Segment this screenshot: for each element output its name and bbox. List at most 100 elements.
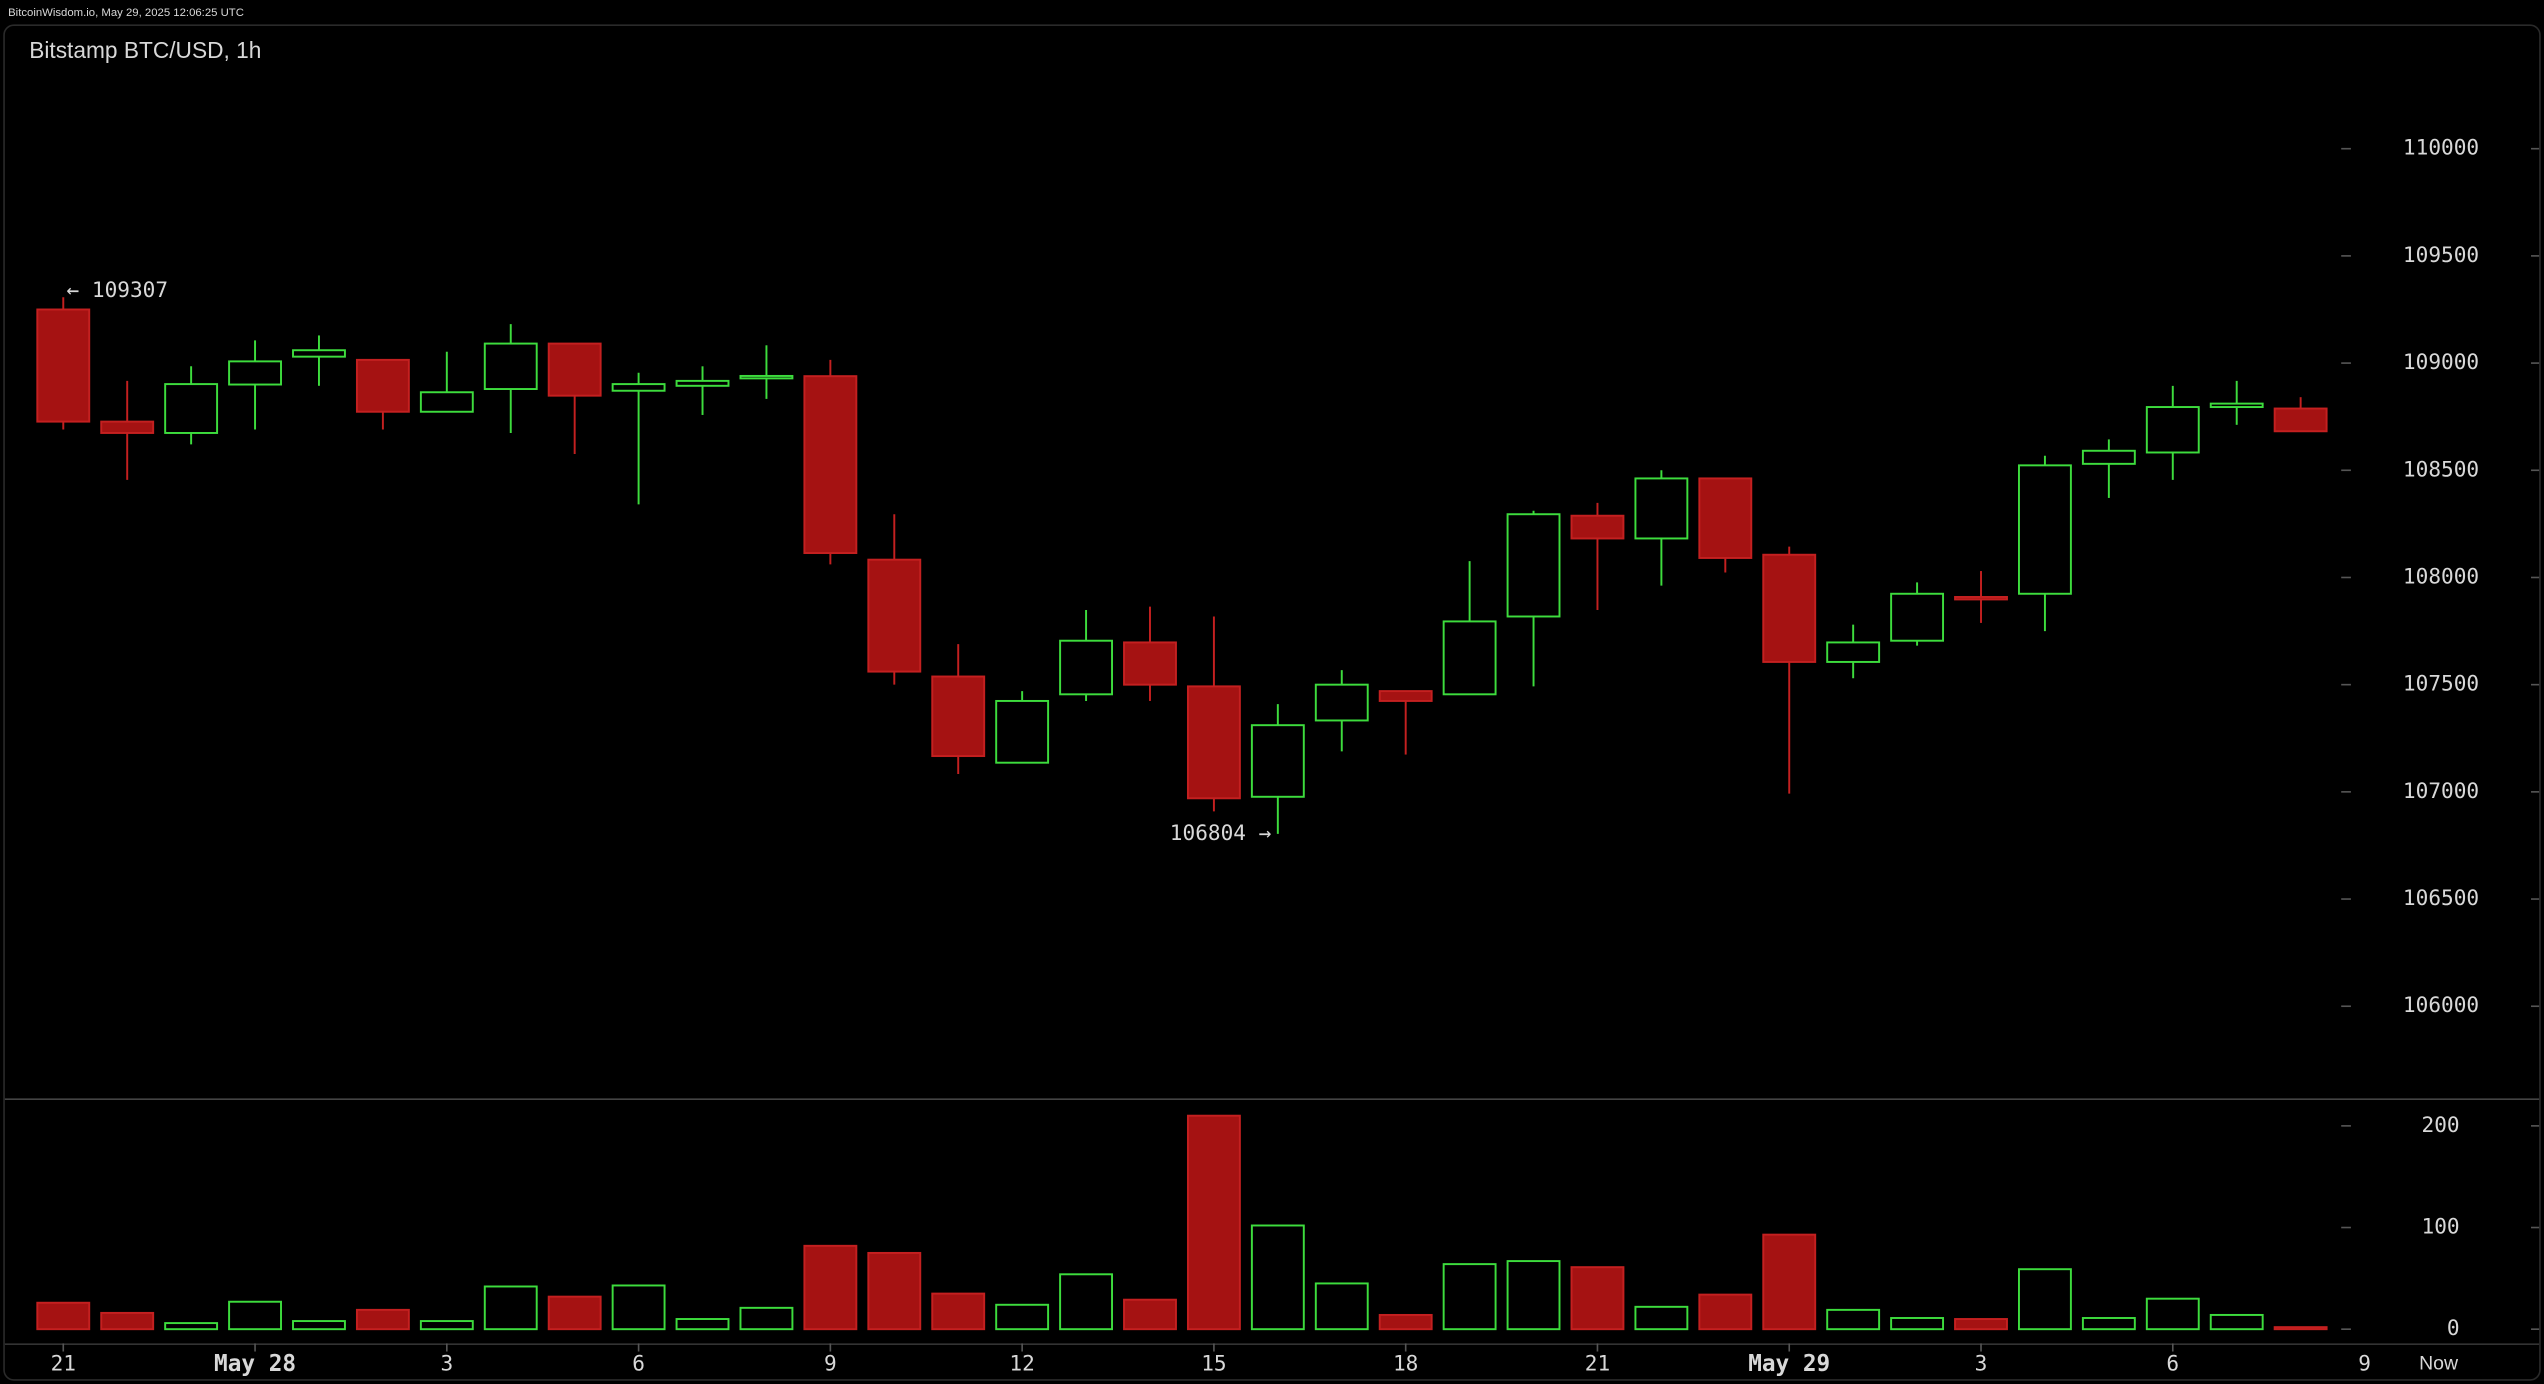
candle-body [355,358,410,413]
y-tick-label: 107500 [2403,671,2479,696]
volume-bar [1250,1224,1305,1331]
candle-body [931,675,986,758]
y-tick-label: 108000 [2403,563,2479,588]
candle-body [1123,641,1177,686]
y-tick-label: 107000 [2403,778,2479,803]
candle-body [2209,402,2264,409]
candle-body [1954,596,2008,601]
volume-bar [2018,1268,2072,1331]
volume-bar [1378,1313,1433,1331]
x-tick-label: 12 [1009,1351,1034,1376]
volume-bar [867,1251,922,1331]
candle-body [2273,407,2328,433]
candle-body [164,383,219,434]
y2-tick-label: 200 [2422,1112,2460,1137]
now-label: Now [2419,1353,2459,1375]
volume-bar [164,1322,219,1331]
y-tick-label: 106000 [2403,992,2479,1017]
candle-body [2018,464,2072,595]
chart-title: Bitstamp BTC/USD, 1h [29,37,261,63]
source-label: BitcoinWisdom.io, May 29, 2025 12:06:25 … [8,7,244,19]
volume-bar [1890,1317,1945,1331]
volume-bar [2209,1313,2264,1331]
volume-bar [611,1284,666,1331]
candle-body [1762,553,1817,663]
x-tick-label: 9 [2358,1351,2371,1376]
x-tick-label: May 29 [1748,1351,1830,1377]
candle-body [675,379,730,387]
candle-body [867,558,922,673]
y2-tick-label: 100 [2422,1214,2460,1239]
volume-bar [100,1311,155,1331]
volume-bar [1634,1305,1689,1331]
volume-bar [292,1320,346,1331]
volume-bar [1762,1233,1817,1331]
volume-bar [1570,1266,1625,1331]
candle-body [100,420,155,434]
volume-bar [1954,1318,2008,1331]
y-tick-label: 109500 [2403,242,2479,267]
volume-bar [419,1320,474,1331]
candle-body [36,308,91,423]
x-tick-label: 9 [824,1351,837,1376]
y-tick-label: 109000 [2403,349,2479,374]
volume-bar [36,1301,91,1331]
volume-bar [739,1306,794,1331]
volume-bar [1442,1263,1497,1331]
candle-body [1890,592,1945,642]
candle-body [1570,514,1625,540]
volume-bar [355,1308,410,1331]
x-tick-label: 15 [1201,1351,1226,1376]
volume-bar [1826,1308,1881,1331]
candle-body [1634,477,1689,540]
volume-bar [2273,1326,2328,1331]
y-tick-label: 106500 [2403,885,2479,910]
candle-body [419,391,474,413]
candle-body [1826,641,1881,663]
volume-bar [2081,1317,2136,1331]
x-tick-label: May 28 [214,1351,296,1377]
candle-body [803,375,858,555]
volume-bar [228,1300,282,1331]
x-tick-label: 6 [2166,1351,2179,1376]
chart-frame [3,24,2541,1381]
volume-bar [2145,1297,2200,1331]
candle-body [1378,690,1433,702]
x-tick-label: 3 [440,1351,453,1376]
y-tick-label: 110000 [2403,135,2479,160]
candle-body [1314,683,1369,722]
volume-bar [675,1318,730,1331]
volume-bar [1314,1282,1369,1331]
volume-bar [803,1244,858,1331]
x-tick-label: 6 [632,1351,645,1376]
candle-body [483,342,538,391]
volume-bar [547,1295,602,1331]
candle-body [292,349,346,358]
candle-body [1442,620,1497,696]
x-tick-label: 21 [1585,1351,1610,1376]
candle-body [1506,513,1561,618]
candle-body [547,342,602,397]
candle-body [611,383,666,392]
volume-bar [1698,1293,1753,1331]
volume-bar [1123,1298,1177,1331]
x-tick-label: 21 [51,1351,76,1376]
low-annotation: 106804 → [1170,820,1272,845]
volume-bar [1059,1273,1114,1331]
high-annotation: ← 109307 [67,277,169,302]
y-tick-label: 108500 [2403,456,2479,481]
volume-bar [1186,1114,1241,1331]
volume-bar [483,1285,538,1331]
y2-tick-label: 0 [2447,1315,2460,1340]
candle-body [1698,477,1753,559]
volume-bar [931,1292,986,1331]
candle-body [2081,449,2136,465]
x-tick-label: 18 [1393,1351,1418,1376]
candle-body [1186,685,1241,800]
volume-bar [1506,1260,1561,1331]
candle-body [1059,639,1114,696]
candle-body [1250,724,1305,798]
candle-body [228,360,282,386]
candle-body [739,374,794,380]
